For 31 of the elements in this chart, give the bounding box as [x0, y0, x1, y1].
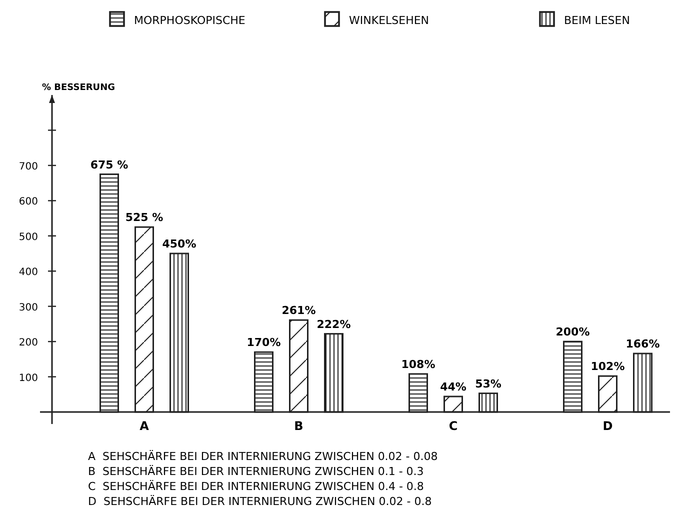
y-tick-label: 500: [18, 232, 38, 243]
data-label: 675 %: [90, 158, 128, 172]
text: B SEHSCHÄRFE BEI DER INTERNIERUNG ZWISCHEN 0.1 - 0.3: [88, 464, 424, 478]
x-tick-label: D: [602, 419, 613, 433]
x-tick-label: A: [140, 419, 150, 433]
y-axis-title: % BESSERUNG: [42, 83, 116, 93]
data-label: 44%: [440, 380, 466, 394]
legend-label: MORPHOSKOPISCHE: [134, 14, 246, 27]
text: C SEHSCHÄRFE BEI DER INTERNIERUNG ZWISCHEN 0.4 - 0.8: [88, 479, 424, 493]
y-tick-label: 400: [18, 267, 38, 278]
y-tick-label: 300: [18, 302, 38, 314]
x-tick-label: B: [294, 419, 304, 433]
data-label: 200%: [556, 326, 590, 339]
legend-label: BEIM LESEN: [564, 14, 630, 27]
data-label: 166%: [626, 338, 660, 351]
text: D SEHSCHÄRFE BEI DER INTERNIERUNG ZWISCHEN 0.02 - 0.8: [88, 494, 432, 508]
data-label: 222%: [316, 318, 351, 331]
y-tick-label: 200: [18, 338, 38, 349]
text: A SEHSCHÄRFE BEI DER INTERNIERUNG ZWISCHEN 0.02 - 0.08: [88, 449, 438, 463]
data-label: 525 %: [125, 211, 164, 224]
legend-label: WINKELSEHEN: [349, 14, 430, 27]
data-label: 261%: [282, 304, 316, 318]
y-tick-label: 100: [18, 372, 38, 384]
data-label: 102%: [590, 360, 625, 374]
y-tick-label: 700: [18, 161, 38, 172]
data-label: 108%: [401, 358, 436, 371]
data-label: 53%: [475, 377, 502, 390]
x-tick-label: C: [448, 419, 458, 433]
data-label: 450%: [162, 238, 196, 250]
data-label: 170%: [246, 336, 281, 350]
y-tick-label: 600: [18, 196, 38, 208]
